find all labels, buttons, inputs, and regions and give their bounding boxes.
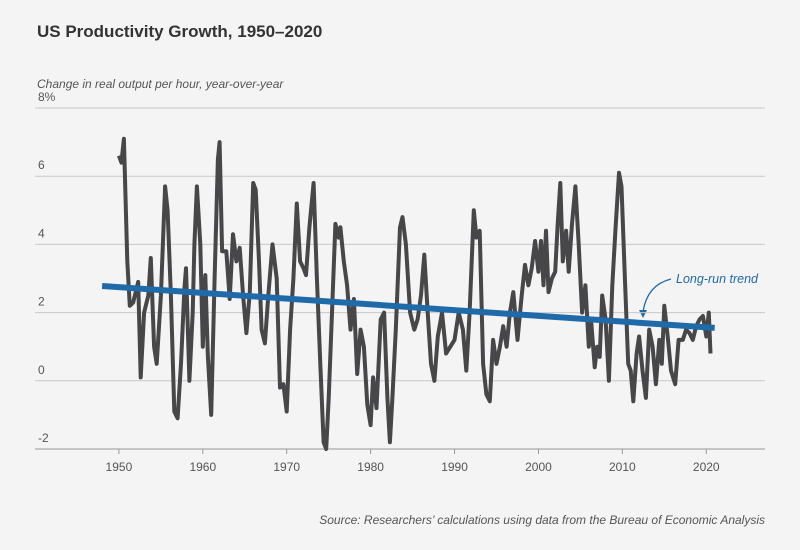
subtitle: Change in real output per hour, year-ove… [37,77,284,91]
x-tick-label: 1990 [441,460,468,474]
trend-annotation: Long-run trend [676,272,759,286]
y-tick-label: 0 [38,363,45,377]
chart-title: US Productivity Growth, 1950–2020 [37,22,322,41]
data-line [117,136,713,451]
x-tick-label: 1970 [273,460,300,474]
annotation-arrow [642,278,672,313]
source-note: Source: Researchers’ calculations using … [319,513,765,527]
y-tick-label: 8% [38,90,56,104]
trend-line [101,283,715,331]
y-tick-label: 2 [38,295,45,309]
x-tick-label: 2000 [525,460,552,474]
x-tick-label: 1960 [189,460,216,474]
x-tick-label: 2020 [693,460,720,474]
y-tick-label: 4 [38,226,45,240]
y-tick-label: 6 [38,158,45,172]
x-tick-label: 2010 [609,460,636,474]
x-tick-label: 1980 [357,460,384,474]
annotation-arrowhead [639,310,647,318]
x-tick-label: 1950 [106,460,133,474]
y-tick-label: -2 [38,431,49,445]
